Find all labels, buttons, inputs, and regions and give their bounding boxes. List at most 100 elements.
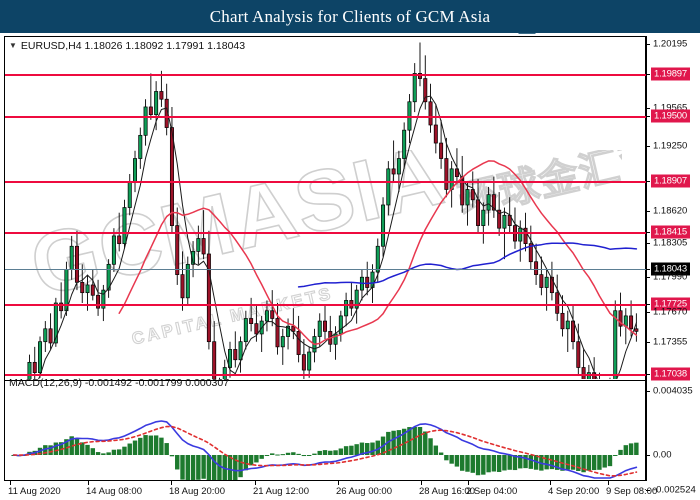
macd-histogram-bar (101, 453, 106, 455)
macd-histogram-bar (43, 445, 48, 455)
macd-histogram-bar (317, 450, 322, 455)
time-tick (468, 481, 469, 485)
level-price-tag: 1.18907 (651, 174, 690, 188)
macd-histogram-bar (138, 437, 143, 455)
caret-down-icon[interactable]: ▼ (9, 41, 17, 50)
macd-histogram-bar (164, 443, 169, 455)
time-tick-label: 11 Aug 2020 (8, 486, 61, 497)
macd-histogram-bar (613, 455, 618, 456)
macd-histogram-bar (285, 452, 291, 455)
candlestick (539, 274, 544, 288)
support-resistance-line[interactable] (5, 116, 646, 118)
time-tick (421, 481, 422, 485)
macd-histogram-bar (338, 448, 344, 455)
macd-pane[interactable] (5, 384, 645, 480)
macd-histogram-bar (312, 453, 317, 455)
axis-tick (646, 374, 650, 375)
axis-tick-label: 0.004035 (653, 385, 693, 397)
candlestick (407, 101, 412, 131)
candlestick (69, 245, 74, 270)
macd-histogram-bar (507, 455, 512, 470)
macd-histogram-bar (618, 449, 623, 455)
macd-histogram-bar (512, 455, 518, 471)
candlestick (565, 320, 570, 330)
support-resistance-line[interactable] (5, 304, 646, 306)
macd-histogram-bar (169, 455, 175, 457)
candlestick (476, 199, 481, 226)
time-tick (608, 481, 609, 485)
support-resistance-line[interactable] (5, 181, 646, 183)
time-tick (255, 481, 256, 485)
macd-histogram-bar (412, 427, 417, 455)
axis-tick (646, 342, 650, 343)
candlestick (280, 336, 285, 348)
price-canvas (27, 42, 639, 379)
time-tick (10, 481, 11, 485)
candlestick (481, 209, 486, 226)
macd-histogram-bar (254, 455, 259, 463)
macd-histogram-bar (233, 455, 238, 480)
candlestick (275, 318, 280, 348)
macd-histogram-bar (475, 455, 481, 476)
axis-tick (646, 277, 650, 278)
macd-histogram-bar (349, 445, 354, 455)
candlestick (111, 235, 116, 265)
window-titlebar: Chart Analysis for Clients of GCM Asia (0, 0, 700, 33)
candlestick (581, 367, 586, 379)
macd-histogram-bar (428, 438, 433, 455)
macd-histogram-bar (565, 455, 570, 470)
candlestick (523, 227, 528, 245)
macd-histogram-bar (438, 452, 444, 455)
current-price-line (5, 269, 646, 270)
axis-tick (646, 146, 650, 147)
axis-tick-label: 1.17990 (653, 271, 688, 283)
candlestick (613, 310, 618, 379)
time-tick (171, 481, 172, 485)
pane-divider (4, 380, 647, 381)
candlestick (386, 168, 391, 206)
candlestick (576, 341, 581, 368)
support-resistance-line[interactable] (5, 74, 646, 76)
indicator-label: MACD(12,26,9) -0.001492 -0.001799 0.0003… (9, 377, 230, 389)
macd-histogram-bar (111, 449, 117, 455)
level-price-tag: 1.19897 (651, 67, 690, 81)
macd-histogram-bar (196, 455, 201, 480)
macd-histogram-bar (328, 450, 333, 455)
candlestick (555, 292, 560, 314)
candlestick (32, 361, 37, 374)
candlestick (534, 261, 539, 275)
candlestick (629, 315, 634, 330)
axis-tick-label: 1.20195 (653, 38, 688, 50)
candlestick (270, 310, 275, 319)
macd-histogram-bar (628, 443, 634, 455)
support-resistance-line[interactable] (5, 374, 646, 376)
time-axis: 11 Aug 2020 14 Aug 08:00 18 Aug 20:00 21 Au… (4, 481, 657, 500)
candlestick (307, 351, 312, 371)
price-axis[interactable]: 1.20195 1.19897 1.19565 1.19500 1.19250 1.189… (646, 36, 700, 496)
candlestick (53, 302, 58, 344)
candlestick (486, 194, 491, 211)
plot-border (4, 36, 646, 481)
macd-histogram-bar (365, 443, 370, 455)
candlestick (396, 158, 401, 175)
axis-tick-label: 1.17355 (653, 336, 688, 348)
macd-histogram-bar (122, 446, 127, 455)
macd-histogram-bar (259, 455, 264, 459)
support-resistance-line[interactable] (5, 232, 646, 234)
candlestick (381, 204, 386, 247)
time-tick-label: 18 Aug 20:00 (169, 486, 225, 497)
macd-histogram-bar (211, 455, 217, 480)
candlestick (101, 289, 106, 309)
macd-histogram-bar (391, 430, 396, 455)
symbol-label: ▼ EURUSD,H4 1.18026 1.18092 1.17991 1.180… (9, 40, 245, 52)
level-price-tag: 1.17038 (651, 367, 690, 381)
price-pane[interactable] (5, 37, 645, 379)
macd-histogram-bar (95, 452, 101, 455)
axis-tick-label: 1.18305 (653, 237, 688, 249)
time-tick-label: 2 Sep 04:00 (466, 486, 518, 497)
macd-histogram-bar (116, 449, 122, 455)
time-tick-label: 28 Aug 16:00 (419, 486, 475, 497)
macd-histogram-bar (148, 435, 154, 455)
macd-histogram-bar (634, 442, 639, 455)
axis-tick (646, 108, 650, 109)
